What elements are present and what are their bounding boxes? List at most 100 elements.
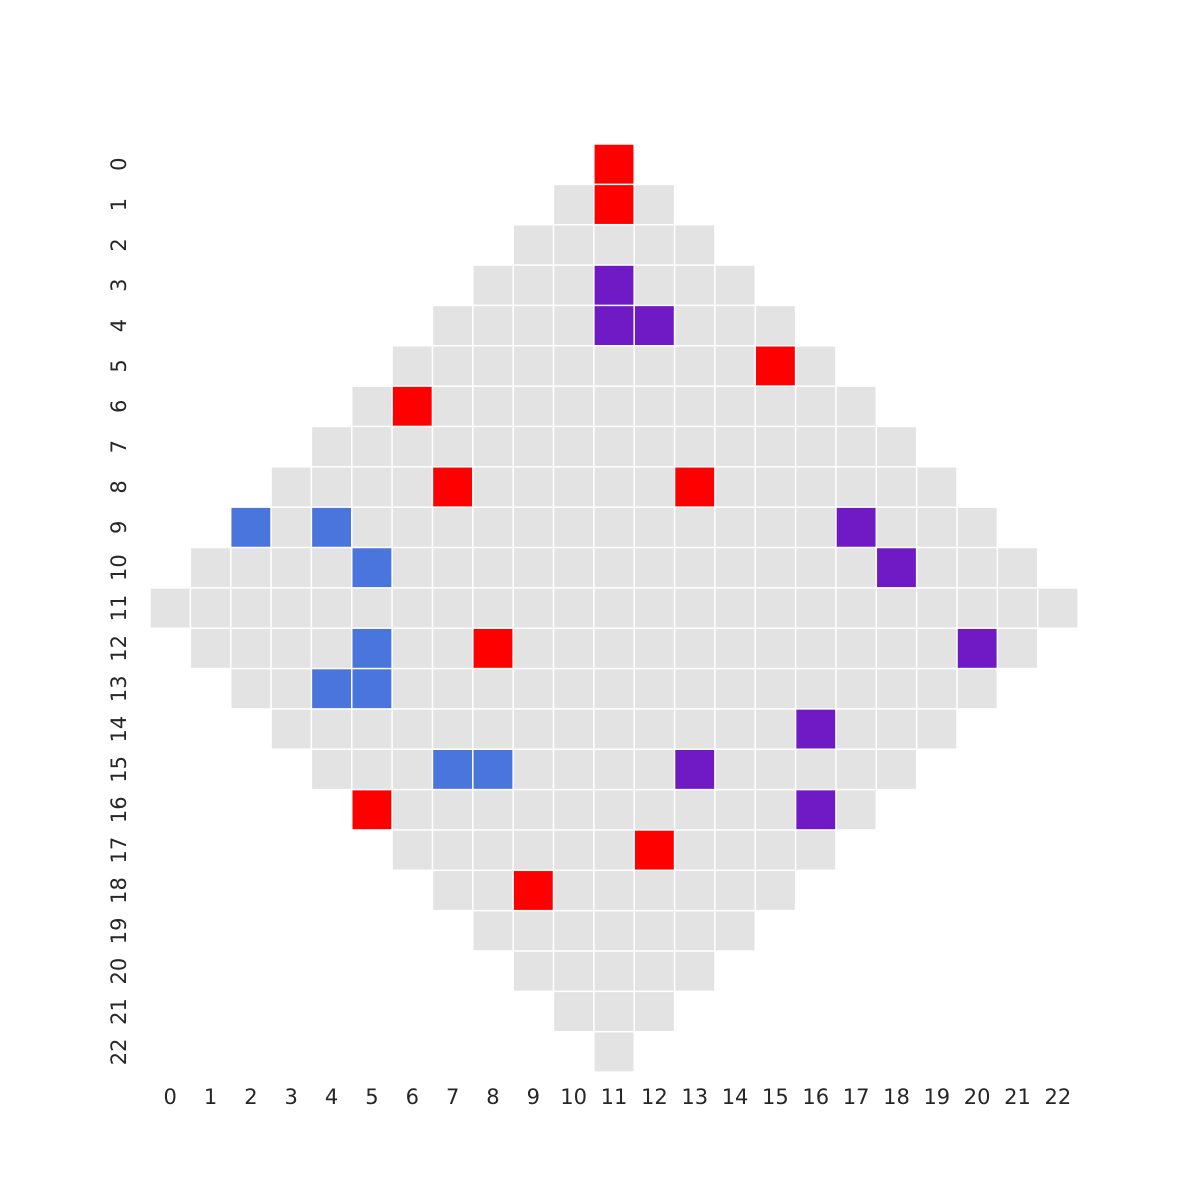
cell-empty-r22-c11 xyxy=(594,1032,634,1072)
cell-empty-r7-c13 xyxy=(675,427,715,467)
cell-empty-r12-c11 xyxy=(594,628,634,668)
cell-empty-r8-c6 xyxy=(392,467,432,507)
cell-empty-r13-c20 xyxy=(957,669,997,709)
cell-blue-r9-c4 xyxy=(312,507,351,547)
cell-empty-r4-c10 xyxy=(554,306,594,345)
cell-blue-r15-c7 xyxy=(433,750,473,789)
cell-empty-r9-c10 xyxy=(554,507,594,547)
cell-empty-r18-c11 xyxy=(594,871,634,910)
cell-empty-r11-c2 xyxy=(231,588,271,628)
cell-empty-r17-c11 xyxy=(594,830,634,870)
cell-empty-r14-c12 xyxy=(634,709,674,749)
cell-empty-r10-c12 xyxy=(634,548,674,588)
cell-empty-r15-c6 xyxy=(392,750,432,789)
cell-empty-r16-c6 xyxy=(392,790,432,830)
cell-purple-r4-c12 xyxy=(634,306,674,345)
cell-empty-r19-c13 xyxy=(675,911,715,951)
cell-empty-r14-c19 xyxy=(917,709,957,749)
cell-empty-r2-c13 xyxy=(675,225,715,265)
cell-empty-r6-c13 xyxy=(675,386,715,426)
cell-empty-r19-c14 xyxy=(715,911,755,951)
x-tick-label: 14 xyxy=(722,1085,749,1109)
cell-empty-r10-c10 xyxy=(554,548,594,588)
cell-empty-r8-c9 xyxy=(513,467,553,507)
cell-empty-r5-c8 xyxy=(473,346,513,386)
cell-empty-r5-c13 xyxy=(675,346,715,386)
cell-empty-r9-c15 xyxy=(756,507,795,547)
x-tick-label: 15 xyxy=(762,1085,789,1109)
cell-empty-r1-c12 xyxy=(634,185,674,224)
cell-empty-r15-c9 xyxy=(513,750,553,789)
cell-red-r6-c6 xyxy=(392,386,432,426)
cell-empty-r19-c11 xyxy=(594,911,634,951)
cell-empty-r14-c7 xyxy=(433,709,473,749)
cell-empty-r12-c12 xyxy=(634,628,674,668)
cell-empty-r2-c9 xyxy=(513,225,553,265)
cell-empty-r12-c21 xyxy=(998,628,1037,668)
cell-empty-r14-c4 xyxy=(312,709,351,749)
x-tick-label: 22 xyxy=(1045,1085,1072,1109)
cell-empty-r11-c4 xyxy=(312,588,351,628)
cell-empty-r6-c15 xyxy=(756,386,795,426)
cell-empty-r21-c11 xyxy=(594,992,634,1031)
cell-empty-r7-c11 xyxy=(594,427,634,467)
y-tick-label: 4 xyxy=(107,319,131,332)
cell-empty-r11-c16 xyxy=(796,588,836,628)
x-tick-label: 16 xyxy=(802,1085,829,1109)
cell-empty-r14-c18 xyxy=(877,709,916,749)
cell-empty-r7-c14 xyxy=(715,427,755,467)
y-tick-label: 18 xyxy=(107,877,131,904)
cell-empty-r14-c17 xyxy=(836,709,876,749)
y-tick-label: 0 xyxy=(107,157,131,170)
cell-empty-r9-c7 xyxy=(433,507,473,547)
cell-purple-r9-c17 xyxy=(836,507,876,547)
cell-empty-r15-c16 xyxy=(796,750,836,789)
cell-empty-r21-c10 xyxy=(554,992,594,1031)
cell-empty-r13-c14 xyxy=(715,669,755,709)
y-tick-label: 16 xyxy=(107,796,131,823)
cell-empty-r9-c13 xyxy=(675,507,715,547)
cell-empty-r18-c8 xyxy=(473,871,513,910)
cell-empty-r14-c3 xyxy=(271,709,311,749)
cell-empty-r11-c19 xyxy=(917,588,957,628)
cell-empty-r11-c12 xyxy=(634,588,674,628)
y-tick-label: 11 xyxy=(107,595,131,622)
cell-empty-r6-c14 xyxy=(715,386,755,426)
cell-empty-r8-c17 xyxy=(836,467,876,507)
cell-empty-r10-c3 xyxy=(271,548,311,588)
cell-empty-r14-c15 xyxy=(756,709,795,749)
cell-empty-r18-c13 xyxy=(675,871,715,910)
cell-empty-r7-c7 xyxy=(433,427,473,467)
y-tick-label: 15 xyxy=(107,756,131,783)
cell-empty-r18-c7 xyxy=(433,871,473,910)
cell-empty-r15-c10 xyxy=(554,750,594,789)
cell-empty-r5-c6 xyxy=(392,346,432,386)
cell-empty-r15-c4 xyxy=(312,750,351,789)
cell-empty-r10-c9 xyxy=(513,548,553,588)
x-tick-label: 18 xyxy=(883,1085,910,1109)
cell-empty-r2-c11 xyxy=(594,225,634,265)
cell-empty-r12-c14 xyxy=(715,628,755,668)
cell-purple-r10-c18 xyxy=(877,548,916,588)
cell-empty-r15-c15 xyxy=(756,750,795,789)
cell-red-r1-c11 xyxy=(594,185,634,224)
cell-empty-r9-c9 xyxy=(513,507,553,547)
cell-red-r0-c11 xyxy=(594,144,634,184)
cell-empty-r5-c11 xyxy=(594,346,634,386)
cell-empty-r14-c8 xyxy=(473,709,513,749)
cell-empty-r14-c9 xyxy=(513,709,553,749)
cell-empty-r9-c3 xyxy=(271,507,311,547)
cell-purple-r14-c16 xyxy=(796,709,836,749)
y-tick-label: 8 xyxy=(107,480,131,493)
cell-blue-r13-c5 xyxy=(352,669,392,709)
y-tick-label: 19 xyxy=(107,917,131,944)
cell-empty-r8-c15 xyxy=(756,467,795,507)
cell-empty-r14-c10 xyxy=(554,709,594,749)
cell-empty-r7-c10 xyxy=(554,427,594,467)
cell-red-r8-c13 xyxy=(675,467,715,507)
x-tick-label: 19 xyxy=(923,1085,950,1109)
cell-empty-r12-c17 xyxy=(836,628,876,668)
cell-empty-r4-c13 xyxy=(675,306,715,345)
cell-purple-r4-c11 xyxy=(594,306,634,345)
cell-blue-r9-c2 xyxy=(231,507,271,547)
